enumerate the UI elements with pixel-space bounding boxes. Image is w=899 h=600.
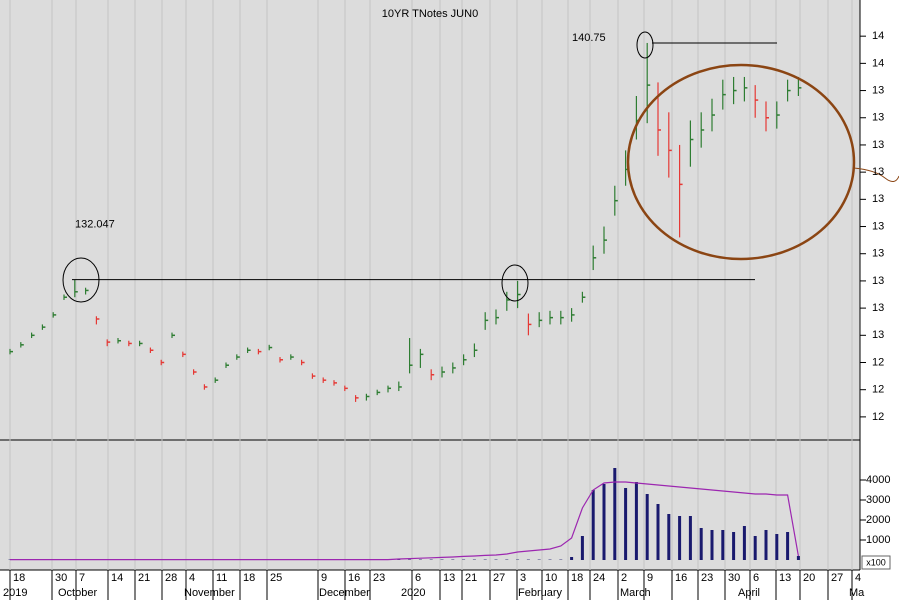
volume-bar (570, 557, 574, 560)
x-day-label: 18 (13, 572, 25, 584)
y-tick-label: 13 (872, 139, 884, 151)
y-tick-label: 14 (872, 57, 884, 69)
x-month-label: October (58, 587, 97, 599)
volume-tick-label: 4000 (866, 474, 890, 486)
level-label: 132.047 (75, 219, 115, 231)
volume-bar (613, 468, 617, 560)
x-day-label: 21 (138, 572, 150, 584)
volume-panel (0, 440, 860, 570)
y-tick-label: 13 (872, 275, 884, 287)
x-day-label: 27 (831, 572, 843, 584)
volume-bar (678, 516, 682, 560)
volume-bar (624, 488, 628, 560)
x-day-label: 11 (216, 572, 227, 584)
unit-box (861, 555, 891, 570)
volume-tick-label: 3000 (866, 494, 890, 506)
y-tick-label: 12 (872, 356, 884, 368)
y-tick-label: 13 (872, 112, 884, 124)
x-day-label: 27 (493, 572, 505, 584)
x-day-label: 25 (270, 572, 282, 584)
x-day-label: 3 (520, 572, 526, 584)
x-day-label: 16 (675, 572, 687, 584)
x-day-label: 24 (593, 572, 605, 584)
open-interest-line (10, 481, 799, 561)
x-day-label: 18 (571, 572, 583, 584)
x-day-label: 4 (855, 572, 861, 584)
volume-bar (688, 516, 692, 560)
x-day-label: 13 (443, 572, 455, 584)
x-day-label: 9 (647, 572, 653, 584)
x-day-label: 20 (803, 572, 815, 584)
highlight-ellipse (501, 264, 529, 302)
volume-bar (580, 536, 584, 560)
volume-bar (764, 530, 768, 560)
x-day-label: 18 (243, 572, 255, 584)
volume-bar (775, 534, 779, 560)
x-day-label: 30 (728, 572, 740, 584)
y-tick-label: 13 (872, 193, 884, 205)
volume-unit: x100 (866, 557, 886, 567)
volume-bar (742, 526, 746, 560)
volume-tick-label: 2000 (866, 514, 890, 526)
volume-bar (656, 504, 660, 560)
x-month-label: February (518, 587, 563, 599)
x-month-label: March (620, 587, 651, 599)
volume-bar (721, 530, 725, 560)
highlight-ellipse (636, 31, 654, 59)
volume-bar (634, 482, 638, 560)
y-tick-label: 14 (872, 30, 884, 42)
x-day-label: 6 (753, 572, 759, 584)
x-day-label: 14 (111, 572, 123, 584)
x-month-label: April (738, 587, 760, 599)
volume-bar (699, 528, 703, 560)
level-label: 140.75 (572, 32, 606, 44)
x-month-label: December (319, 587, 370, 599)
y-tick-label: 12 (872, 384, 884, 396)
volume-tick-label: 1000 (866, 534, 890, 546)
x-day-label: 4 (189, 572, 195, 584)
volume-bar (591, 490, 595, 560)
volume-bar (786, 532, 790, 560)
x-day-label: 23 (701, 572, 713, 584)
y-tick-label: 13 (872, 166, 884, 178)
x-month-label: 2020 (401, 587, 425, 599)
x-day-label: 21 (465, 572, 477, 584)
x-month-label: November (184, 587, 235, 599)
x-day-label: 28 (165, 572, 177, 584)
volume-bar (645, 494, 649, 560)
price-panel (0, 0, 860, 440)
y-tick-label: 13 (872, 220, 884, 232)
ellipse-tail (853, 167, 899, 182)
x-day-label: 16 (348, 572, 360, 584)
volume-bar (667, 514, 671, 560)
x-month-label: Ma (849, 587, 865, 599)
y-tick-label: 13 (872, 84, 884, 96)
y-tick-label: 12 (872, 411, 884, 423)
y-tick-label: 13 (872, 329, 884, 341)
y-tick-label: 13 (872, 302, 884, 314)
volume-bar (732, 532, 736, 560)
x-day-label: 23 (373, 572, 385, 584)
x-day-label: 6 (415, 572, 421, 584)
volume-bar (602, 484, 606, 560)
x-day-label: 9 (321, 572, 327, 584)
x-day-label: 10 (545, 572, 557, 584)
x-day-label: 30 (55, 572, 67, 584)
volume-bar (796, 556, 800, 560)
volume-bar (710, 530, 714, 560)
x-month-label: 2019 (3, 587, 27, 599)
x-day-label: 7 (79, 572, 85, 584)
volume-bar (753, 536, 757, 560)
x-day-label: 13 (779, 572, 791, 584)
y-tick-label: 13 (872, 248, 884, 260)
x-day-label: 2 (621, 572, 627, 584)
consolidation-ellipse (626, 63, 856, 261)
chart-title: 10YR TNotes JUN0 (382, 8, 478, 20)
